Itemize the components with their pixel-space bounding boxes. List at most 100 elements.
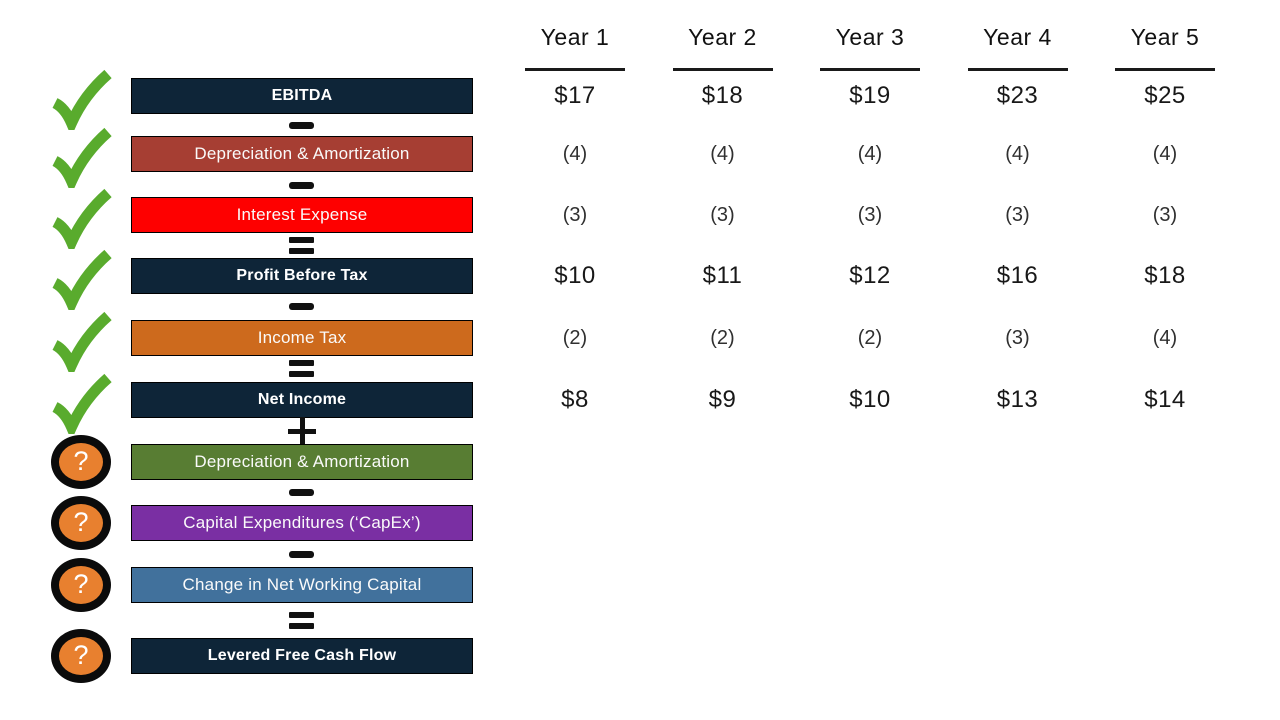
- question-mark-glyph: ?: [73, 639, 89, 670]
- equals-operator-icon: [289, 236, 314, 254]
- year-header: Year 3: [835, 24, 905, 50]
- check-icon: [48, 372, 114, 434]
- bar-label: Net Income: [257, 391, 347, 408]
- check-icon: [52, 311, 112, 372]
- year-underline: [967, 68, 1068, 71]
- value-cell: (4): [562, 143, 588, 165]
- question-icon: ?: [51, 435, 111, 489]
- year-header: Year 5: [1130, 24, 1200, 50]
- question-icon: ?: [51, 496, 111, 550]
- value-cell: (2): [562, 327, 588, 349]
- bar-label: EBITDA: [271, 87, 333, 104]
- check-icon: [48, 187, 114, 249]
- value-cell: (4): [1152, 143, 1178, 165]
- value-cell: $9: [708, 386, 737, 413]
- value-cell: (3): [1005, 204, 1030, 226]
- operator-stroke: [289, 550, 314, 558]
- minus-operator-icon: [289, 302, 314, 310]
- flow-bar-ebitda: EBITDA: [131, 78, 473, 114]
- minus-operator-icon: [289, 488, 314, 496]
- question-mark-glyph: ?: [73, 506, 89, 537]
- operator-stroke: [289, 181, 314, 189]
- operator-stroke: [289, 236, 314, 243]
- value-cell: (3): [562, 204, 588, 226]
- operator-stroke: [289, 121, 314, 129]
- check-icon: [48, 248, 114, 310]
- operator-stroke: [289, 488, 314, 496]
- operator-stroke: [289, 611, 314, 618]
- flow-bar-capital-expenditures-capex: Capital Expenditures (‘CapEx’): [131, 505, 473, 541]
- check-icon: [52, 69, 112, 130]
- value-cell: $10: [554, 262, 596, 289]
- check-icon: [52, 188, 112, 249]
- operator-stroke: [289, 622, 314, 629]
- check-icon: [52, 127, 112, 188]
- question-icon: ?: [51, 629, 111, 683]
- value-cell: $13: [996, 386, 1039, 413]
- operator-stroke: [289, 302, 314, 310]
- year-underline: [1115, 68, 1215, 71]
- value-cell: (2): [857, 327, 883, 349]
- check-icon: [48, 68, 114, 130]
- flow-bar-income-tax: Income Tax: [131, 320, 473, 356]
- bar-label: Profit Before Tax: [236, 267, 368, 284]
- plus-operator-icon: [288, 417, 316, 445]
- check-icon: [48, 310, 114, 372]
- bar-label: Depreciation & Amortization: [194, 452, 410, 471]
- year-header: Year 4: [983, 24, 1052, 50]
- value-cell: $10: [849, 386, 891, 413]
- year-header: Year 1: [540, 24, 610, 50]
- equals-operator-icon: [289, 359, 314, 377]
- value-cell: (3): [1005, 327, 1030, 349]
- value-cell: (2): [710, 327, 735, 349]
- value-cell: (3): [857, 204, 883, 226]
- question-mark-glyph: ?: [73, 445, 89, 476]
- flow-bar-change-in-net-working-capital: Change in Net Working Capital: [131, 567, 473, 603]
- flow-bar-profit-before-tax: Profit Before Tax: [131, 258, 473, 294]
- value-cell: (4): [1152, 327, 1178, 349]
- value-cell: (3): [710, 204, 735, 226]
- flow-bar-interest-expense: Interest Expense: [131, 197, 473, 233]
- bar-label: Capital Expenditures (‘CapEx’): [183, 513, 421, 532]
- value-cell: $17: [554, 82, 596, 109]
- minus-operator-icon: [289, 121, 314, 129]
- plus-horizontal-stroke: [288, 428, 316, 434]
- value-cell: (4): [710, 143, 735, 165]
- value-cell: $16: [996, 262, 1039, 289]
- minus-operator-icon: [289, 181, 314, 189]
- equals-operator-icon: [289, 611, 314, 629]
- check-icon: [52, 373, 112, 434]
- value-cell: $18: [701, 82, 744, 109]
- year-underline: [525, 68, 625, 71]
- question-icon: ?: [51, 558, 111, 612]
- value-cell: $11: [702, 262, 743, 289]
- bar-label: Income Tax: [257, 328, 347, 347]
- check-icon: [48, 126, 114, 188]
- value-cell: $23: [996, 82, 1039, 109]
- flow-bar-net-income: Net Income: [131, 382, 473, 418]
- value-cell: $18: [1144, 262, 1186, 289]
- question-mark-glyph: ?: [73, 568, 89, 599]
- year-header: Year 2: [688, 24, 757, 50]
- flow-bar-levered-free-cash-flow: Levered Free Cash Flow: [131, 638, 473, 674]
- bar-label: Interest Expense: [236, 205, 368, 224]
- bar-label: Depreciation & Amortization: [194, 144, 410, 163]
- value-cell: $14: [1144, 386, 1186, 413]
- value-cell: $8: [561, 386, 589, 413]
- year-underline: [820, 68, 920, 71]
- operator-stroke: [289, 359, 314, 366]
- minus-operator-icon: [289, 550, 314, 558]
- value-cell: (3): [1152, 204, 1178, 226]
- value-cell: $19: [849, 82, 891, 109]
- operator-stroke: [289, 247, 314, 254]
- value-cell: $12: [849, 262, 891, 289]
- value-cell: (4): [857, 143, 883, 165]
- operator-stroke: [289, 370, 314, 377]
- year-underline: [672, 68, 773, 71]
- check-icon: [52, 249, 112, 310]
- bar-label: Levered Free Cash Flow: [207, 647, 397, 664]
- value-cell: (4): [1005, 143, 1030, 165]
- bar-label: Change in Net Working Capital: [182, 575, 422, 594]
- flow-bar-depreciation-amortization: Depreciation & Amortization: [131, 444, 473, 480]
